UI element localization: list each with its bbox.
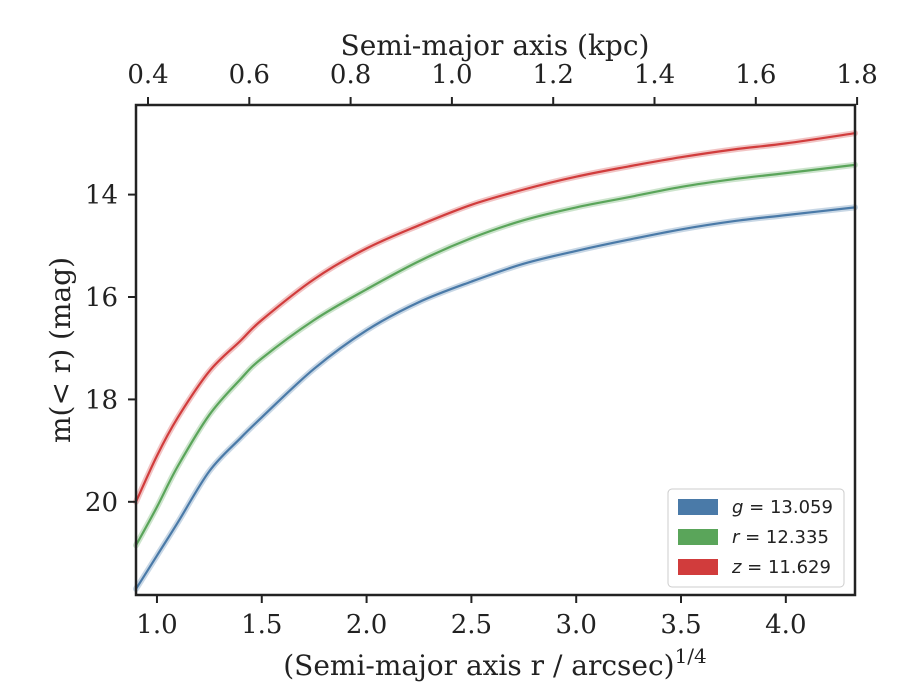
x-axis-top: 0.4 0.6 0.8 1.0 1.2 1.4 1.6 1.8 <box>127 60 878 105</box>
legend-label-z: z = 11.629 <box>731 557 831 578</box>
top-axis-title: Semi-major axis (kpc) <box>341 29 650 62</box>
top-tick-label: 0.4 <box>127 60 168 90</box>
x-tick-label: 1.0 <box>136 610 177 640</box>
top-tick-label: 0.8 <box>330 60 371 90</box>
x-tick-label: 2.5 <box>451 610 492 640</box>
bottom-axis-title: (Semi-major axis r / arcsec)1/4 <box>283 644 707 682</box>
legend-swatch-z <box>678 559 718 575</box>
legend: g = 13.059 r = 12.335 z = 11.629 <box>667 488 845 588</box>
x-tick-label: 2.0 <box>346 610 387 640</box>
y-tick-label: 18 <box>85 385 118 415</box>
top-tick-label: 1.4 <box>634 60 675 90</box>
legend-label-r: r = 12.335 <box>732 527 829 548</box>
y-axis: 14 16 18 20 <box>85 181 136 518</box>
top-tick-label: 1.6 <box>735 60 776 90</box>
series-z-band <box>133 130 858 505</box>
top-tick-label: 1.8 <box>836 60 877 90</box>
top-tick-label: 1.0 <box>431 60 472 90</box>
y-tick-label: 20 <box>85 488 118 518</box>
curve-layer <box>133 130 858 592</box>
legend-swatch-r <box>678 529 718 545</box>
top-tick-label: 0.6 <box>229 60 270 90</box>
legend-label-g: g = 13.059 <box>732 497 833 518</box>
series-g-line <box>134 206 857 590</box>
x-tick-label: 1.5 <box>241 610 282 640</box>
x-tick-label: 3.5 <box>660 610 701 640</box>
legend-swatch-g <box>678 499 718 515</box>
plot-frame <box>134 103 857 597</box>
x-tick-label: 4.0 <box>765 610 806 640</box>
x-axis-bottom: 1.0 1.5 2.0 2.5 3.0 3.5 4.0 <box>136 595 807 640</box>
series-r-line <box>134 163 857 547</box>
y-axis-title: m(< r) (mag) <box>44 257 77 443</box>
y-tick-label: 14 <box>85 181 118 211</box>
series-z-line <box>134 132 857 503</box>
x-tick-label: 3.0 <box>556 610 597 640</box>
top-tick-label: 1.2 <box>533 60 574 90</box>
y-tick-label: 16 <box>85 283 118 313</box>
